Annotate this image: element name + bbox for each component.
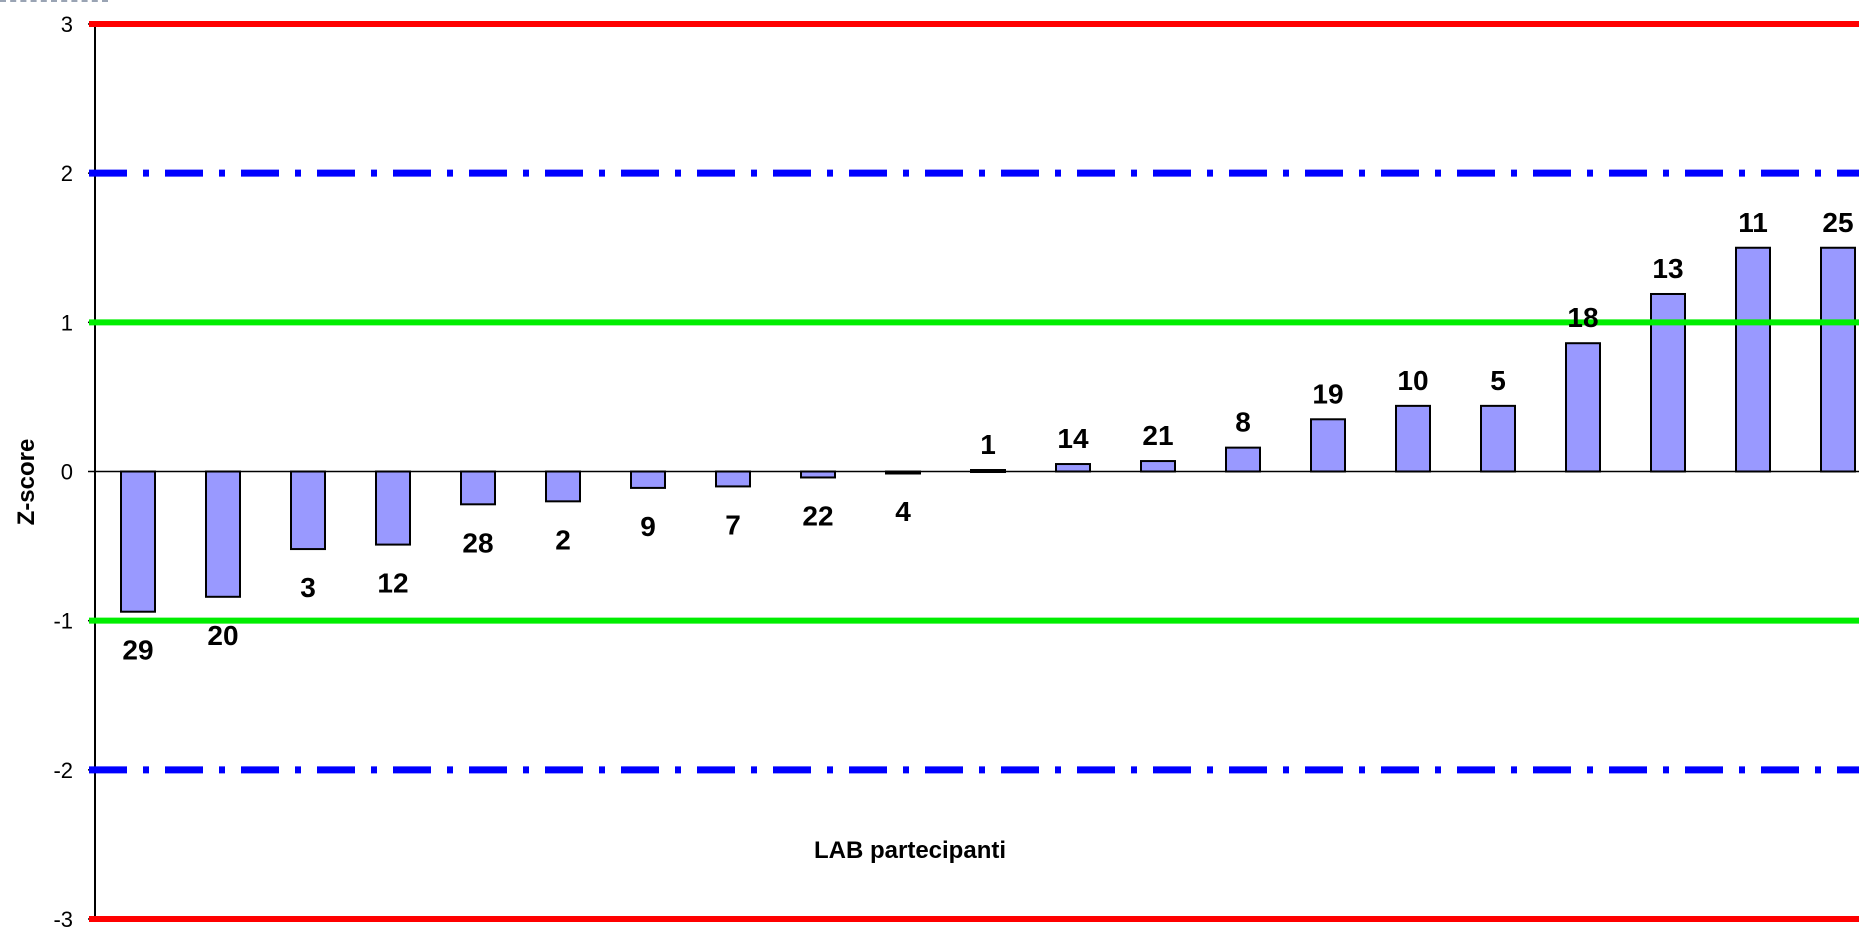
bar-label: 10	[1397, 365, 1428, 396]
bar	[1310, 418, 1346, 473]
bar-label: 5	[1490, 365, 1506, 396]
bar	[290, 470, 326, 551]
bar	[545, 470, 581, 503]
bar	[1225, 446, 1261, 473]
bar-label: 8	[1235, 407, 1251, 438]
bar-label: 9	[640, 511, 656, 542]
bar-label: 21	[1142, 420, 1173, 451]
bar-label: 22	[802, 500, 833, 531]
y-tick-label: -1	[53, 609, 73, 634]
bar-label: 14	[1057, 423, 1089, 454]
bar	[715, 470, 751, 488]
bar	[970, 469, 1006, 474]
bar-label: 2	[555, 524, 571, 555]
bar-label: 13	[1652, 253, 1683, 284]
bar-label: 28	[462, 527, 493, 558]
bar-label: 29	[122, 635, 153, 666]
bar	[1480, 404, 1516, 473]
x-axis-title: LAB partecipanti	[814, 837, 1006, 864]
bar-label: 12	[377, 568, 408, 599]
corner-decoration	[0, 0, 108, 6]
bar-label: 20	[207, 620, 238, 651]
bar	[1735, 246, 1771, 473]
bar-label: 4	[895, 496, 911, 527]
bar	[1140, 460, 1176, 473]
bar-label: 18	[1567, 302, 1598, 333]
bar	[120, 470, 156, 613]
y-tick-label: -3	[53, 907, 73, 928]
bar-label: 1	[980, 429, 996, 460]
y-tick-label: 3	[61, 12, 73, 37]
bar-label: 11	[1738, 207, 1768, 238]
bar-label: 7	[725, 509, 741, 540]
bar	[205, 470, 241, 598]
bar	[800, 470, 836, 479]
reference-lines	[89, 21, 1859, 922]
bar	[460, 470, 496, 506]
bar	[1395, 404, 1431, 473]
y-tick-label: 1	[61, 310, 73, 335]
bar-label: 19	[1312, 378, 1343, 409]
bar-label: 3	[300, 572, 316, 603]
bar	[885, 470, 921, 475]
y-tick-label: 2	[61, 161, 73, 186]
y-tick-label: -2	[53, 758, 73, 783]
bar-label: 25	[1822, 207, 1853, 238]
bar	[375, 470, 411, 546]
y-tick-label: 0	[61, 460, 73, 485]
y-tick-labels: 3 2 1 0 -1 -2 -3	[53, 12, 73, 928]
y-axis-title: Z-score	[13, 439, 40, 526]
bar	[1820, 246, 1856, 473]
bar	[630, 470, 666, 489]
bar	[1565, 342, 1601, 473]
bar	[1055, 463, 1091, 473]
